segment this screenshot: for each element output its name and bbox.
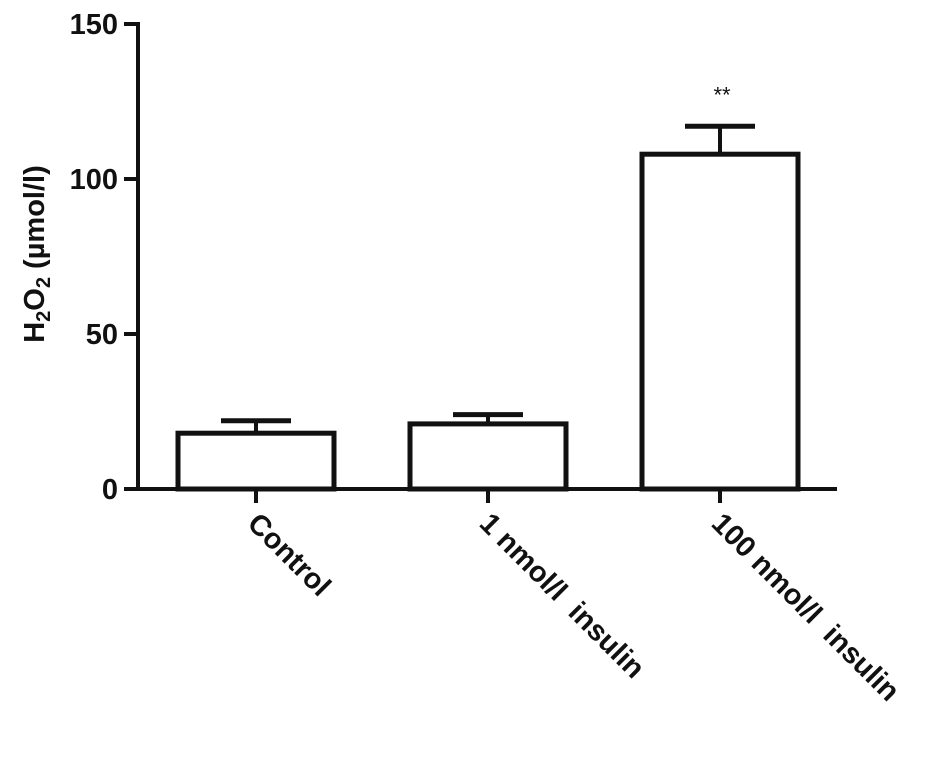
y-axis-title-mid: O	[19, 288, 51, 311]
significance-annotation: **	[713, 82, 731, 107]
bars-layer: **	[175, 82, 801, 492]
y-axis-title-prefix: H	[19, 322, 51, 343]
bar	[407, 421, 569, 492]
x-tick-labels: Control 1 nmol/l insulin 100 nmol/l insuli…	[241, 489, 905, 708]
y-axis-title-sub2: 2	[33, 277, 55, 288]
x-category-label: 1 nmol/l insulin	[473, 507, 651, 685]
bar	[639, 151, 801, 492]
y-tick-label: 150	[70, 9, 118, 41]
y-tick-label: 100	[70, 164, 118, 196]
y-tick-label: 0	[102, 474, 118, 506]
y-axis-title-sub1: 2	[33, 311, 55, 322]
y-axis-title-suffix: (µmol/l)	[19, 165, 51, 277]
y-ticks: 0 50 100 150	[70, 9, 138, 506]
x-category-label: Control	[241, 507, 337, 603]
x-category-label: 100 nmol/l insulin	[705, 507, 905, 707]
y-tick-label: 50	[86, 319, 118, 351]
y-axis-title: H2O2 (µmol/l)	[19, 165, 55, 343]
bar	[175, 430, 337, 492]
